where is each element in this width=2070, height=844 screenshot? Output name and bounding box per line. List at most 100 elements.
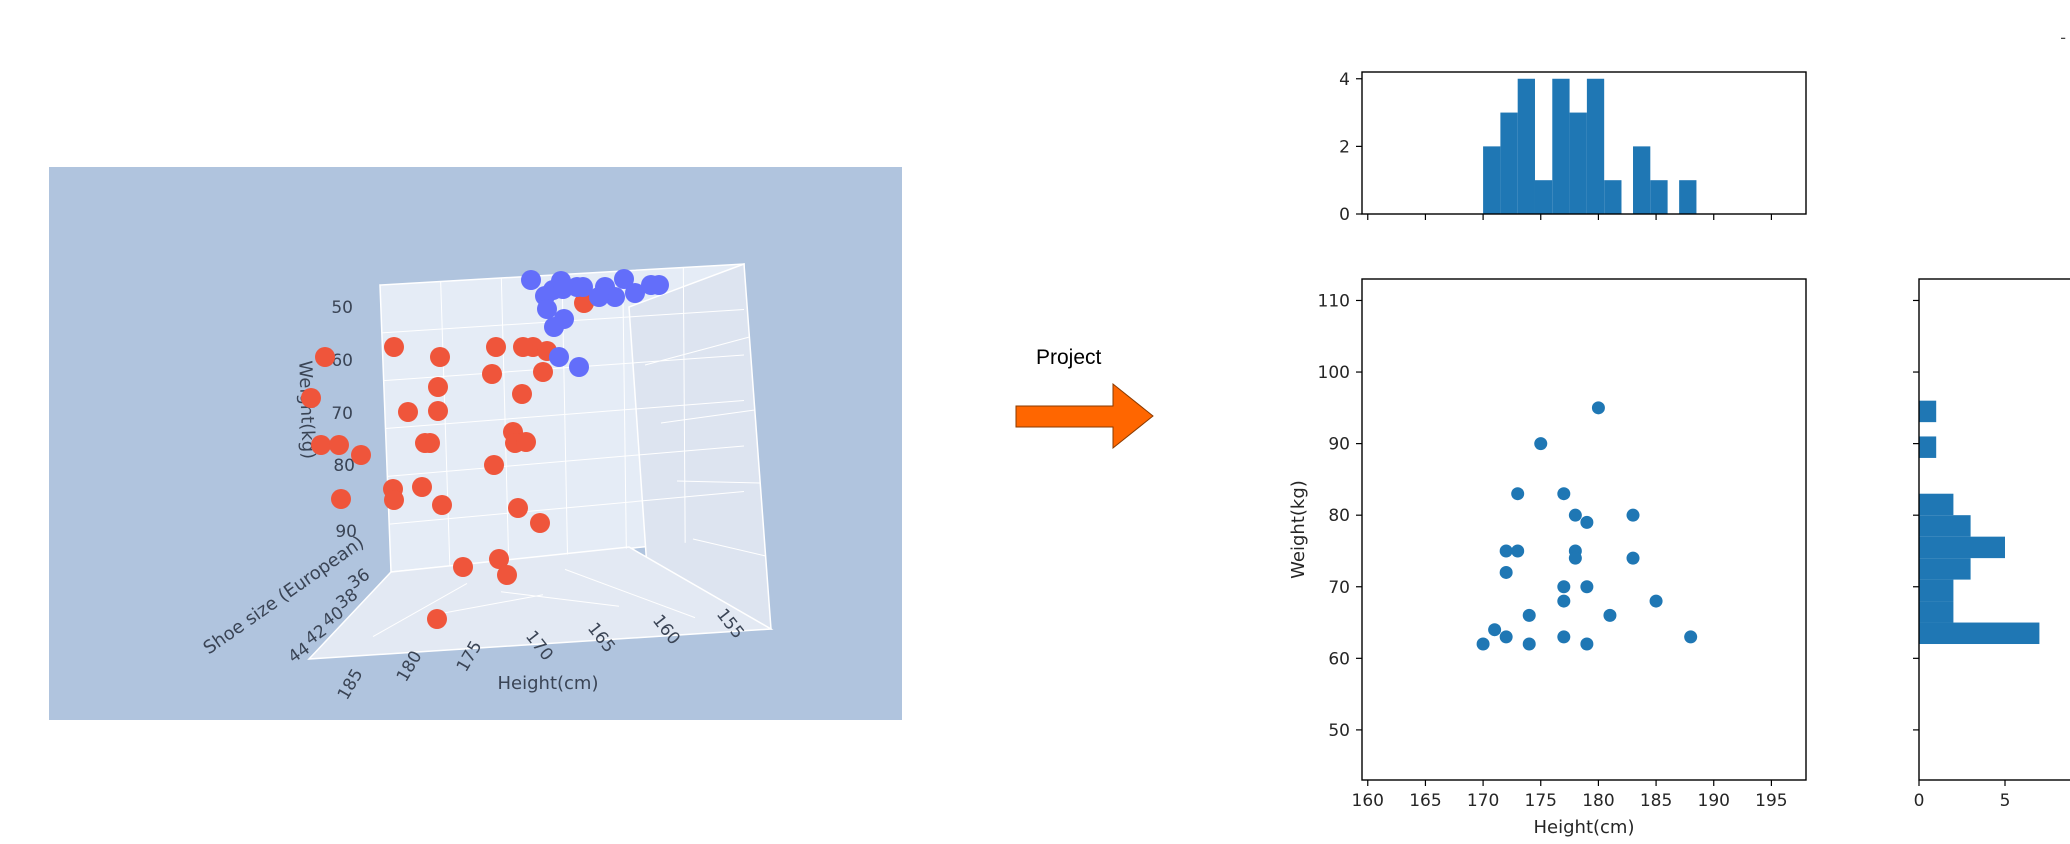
scatter-3d-point-a-22 xyxy=(484,455,504,475)
height-hist-bar-4 xyxy=(1552,78,1570,214)
scatter-2d-point-9 xyxy=(1534,437,1548,451)
scatter-2d-point-6 xyxy=(1499,544,1513,558)
height-hist-bar-7 xyxy=(1604,180,1622,214)
weight-tick-2: 70 xyxy=(331,404,353,424)
scatter-2d-ytick-0: 50 xyxy=(1328,721,1350,741)
scatter-2d-ytick-6: 110 xyxy=(1318,291,1350,311)
height-hist-bar-9 xyxy=(1650,180,1668,214)
height-hist-bar-2 xyxy=(1517,78,1535,214)
scatter-2d-point-18 xyxy=(1580,580,1594,594)
scatter-3d-point-a-24 xyxy=(412,477,432,497)
floor-grid-3 xyxy=(500,591,620,607)
weight-hist-bar-6 xyxy=(1919,493,1954,516)
scatter-2d-xtick-5: 185 xyxy=(1640,791,1672,811)
scatter-2d-point-22 xyxy=(1626,508,1640,522)
scatter-3d-point-a-32 xyxy=(574,293,594,313)
weight-hist-bar-7 xyxy=(1919,436,1937,458)
scatter-2d-frame xyxy=(1361,278,1807,781)
scatter-3d-point-a-12 xyxy=(486,337,506,357)
scatter-2d-point-10 xyxy=(1557,487,1571,501)
scatter-3d-point-a-34 xyxy=(331,489,351,509)
corner-mark: - xyxy=(2060,28,2066,47)
scatter-2d-xtick-2: 170 xyxy=(1467,791,1499,811)
scatter-2d-point-12 xyxy=(1557,594,1571,608)
scatter-3d-point-a-11 xyxy=(415,433,435,453)
scatter-2d-point-7 xyxy=(1511,544,1525,558)
scatter-2d-point-19 xyxy=(1580,637,1594,651)
project-arrow: Project xyxy=(1010,340,1180,460)
scatter-3d-point-a-30 xyxy=(497,565,517,585)
height-hist-bar-10 xyxy=(1679,180,1697,214)
scatter-3d-point-a-7 xyxy=(428,377,448,397)
scatter-3d-point-b-18 xyxy=(589,287,609,307)
scatter-3d-point-a-2 xyxy=(311,435,331,455)
scatter-3d-point-b-17 xyxy=(569,357,589,377)
scatter-2d-xtick-6: 190 xyxy=(1698,791,1730,811)
scatter-2d-point-0 xyxy=(1476,637,1490,651)
scatter-2d-point-24 xyxy=(1649,594,1663,608)
weight-tick-0: 50 xyxy=(331,298,353,318)
scatter-3d-point-a-18 xyxy=(512,384,532,404)
side-grid-3 xyxy=(676,480,761,484)
scatter-2d-point-17 xyxy=(1580,515,1594,529)
scatter-3d-point-a-29 xyxy=(489,549,509,569)
scatter-3d-point-a-5 xyxy=(384,337,404,357)
weight-hist-frame xyxy=(1918,278,2070,781)
height-hist-ytick-1: 2 xyxy=(1339,137,1350,157)
scatter-3d-point-a-27 xyxy=(530,513,550,533)
scatter-2d-point-20 xyxy=(1591,401,1605,415)
scatter-3d-point-b-8 xyxy=(625,283,645,303)
scatter-3d-point-b-0 xyxy=(521,270,541,290)
height-hist-bar-8 xyxy=(1633,146,1651,214)
weight-tick-1: 60 xyxy=(331,351,353,371)
scatter-2d-ytick-2: 70 xyxy=(1328,578,1350,598)
height-hist-ytick-0: 0 xyxy=(1339,205,1350,225)
scatter-2d-point-3 xyxy=(1522,637,1536,651)
scatter-3d-point-b-6 xyxy=(614,269,634,289)
side-grid-4 xyxy=(692,538,766,557)
height-axis-label: Height(cm) xyxy=(498,673,599,694)
floor-grid-4 xyxy=(564,568,696,619)
weight-hist-bar-3 xyxy=(1919,558,1971,580)
weight-tick-3: 80 xyxy=(333,456,355,476)
scatter-2d-point-23 xyxy=(1626,551,1640,565)
scatter-3d-point-a-3 xyxy=(329,435,349,455)
scatter-3d-point-a-21 xyxy=(516,432,536,452)
side-grid-1 xyxy=(644,336,750,366)
scatter-3d-point-a-6 xyxy=(430,347,450,367)
scatter-2d-ytick-4: 90 xyxy=(1328,435,1350,455)
scatter-2d-point-1 xyxy=(1488,623,1502,637)
scatter-3d-point-a-14 xyxy=(513,337,533,357)
scatter-3d-point-a-4 xyxy=(351,445,371,465)
scatter-2d-point-21 xyxy=(1603,608,1617,622)
back-grid-v-5 xyxy=(682,267,686,543)
scatter-3d-point-a-8 xyxy=(398,402,418,422)
scatter-3d-point-a-33 xyxy=(384,490,404,510)
scatter-2d-xtick-4: 180 xyxy=(1582,791,1614,811)
scatter-2d-xtick-7: 195 xyxy=(1755,791,1787,811)
scatter-3d-point-a-28 xyxy=(453,557,473,577)
height-hist-bar-1 xyxy=(1500,112,1518,214)
scatter-2d-point-14 xyxy=(1568,508,1582,522)
height-hist-ytick-2: 4 xyxy=(1339,70,1350,90)
weight-hist-bar-1 xyxy=(1919,601,1954,623)
scatter-2d-point-2 xyxy=(1499,630,1513,644)
scatter-2d-point-4 xyxy=(1522,608,1536,622)
scatter-3d-point-b-15 xyxy=(544,317,564,337)
weight-hist-xtick-0: 0 xyxy=(1914,791,1925,811)
height-hist-bar-6 xyxy=(1586,78,1605,214)
floor-grid-2 xyxy=(436,594,544,615)
weight-hist-bar-0 xyxy=(1919,622,2040,645)
scatter-3d-point-a-31 xyxy=(427,609,447,629)
scatter-3d-point-a-0 xyxy=(315,347,335,367)
height-hist-bar-5 xyxy=(1569,112,1587,214)
weight-hist-bar-5 xyxy=(1919,515,1971,537)
floor-pane xyxy=(307,546,774,660)
project-label: Project xyxy=(1036,346,1102,369)
scatter-3d-point-a-17 xyxy=(482,364,502,384)
scatter-3d-point-b-7 xyxy=(605,287,625,307)
scatter-3d-point-b-16 xyxy=(549,347,569,367)
scatter-3d-point-b-12 xyxy=(553,279,573,299)
